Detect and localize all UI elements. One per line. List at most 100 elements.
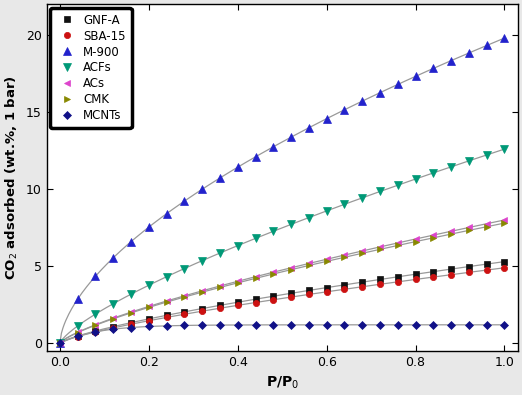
Line: ACs: ACs <box>56 216 508 347</box>
MCNTs <box>466 322 472 327</box>
SBA-15 <box>395 279 401 284</box>
CMK <box>181 295 187 299</box>
GNF-A <box>288 291 294 295</box>
SBA-15 <box>324 290 330 294</box>
ACs <box>288 265 294 270</box>
ACs <box>306 261 312 266</box>
ACFs <box>234 243 241 248</box>
CMK <box>75 330 81 335</box>
M-900 <box>306 125 312 130</box>
CMK <box>128 310 134 315</box>
ACs <box>217 284 223 288</box>
M-900 <box>199 187 205 192</box>
Y-axis label: CO$_2$ adsorbed (wt.%, 1 bar): CO$_2$ adsorbed (wt.%, 1 bar) <box>4 75 20 280</box>
CMK <box>430 235 436 240</box>
ACFs <box>466 158 472 163</box>
CMK <box>483 224 490 229</box>
M-900 <box>341 107 348 112</box>
CMK <box>306 263 312 268</box>
GNF-A <box>75 334 81 339</box>
GNF-A <box>341 282 348 287</box>
M-900 <box>163 211 170 216</box>
M-900 <box>430 66 436 71</box>
ACFs <box>92 312 99 316</box>
SBA-15 <box>199 309 205 314</box>
ACFs <box>501 147 507 151</box>
MCNTs <box>412 322 419 327</box>
ACFs <box>217 251 223 256</box>
ACFs <box>163 275 170 279</box>
SBA-15 <box>288 295 294 299</box>
ACs <box>341 253 348 258</box>
MCNTs <box>483 322 490 327</box>
ACs <box>324 257 330 261</box>
Line: CMK: CMK <box>56 220 508 347</box>
ACs <box>181 293 187 298</box>
ACs <box>110 316 116 320</box>
CMK <box>377 247 383 252</box>
SBA-15 <box>377 282 383 287</box>
ACs <box>483 221 490 226</box>
CMK <box>163 300 170 305</box>
ACFs <box>483 152 490 157</box>
MCNTs <box>181 323 187 328</box>
ACs <box>146 304 152 309</box>
M-900 <box>75 297 81 301</box>
CMK <box>57 341 63 346</box>
MCNTs <box>146 324 152 329</box>
Line: MCNTs: MCNTs <box>57 322 507 346</box>
CMK <box>288 267 294 272</box>
SBA-15 <box>110 325 116 330</box>
ACFs <box>128 292 134 297</box>
SBA-15 <box>234 303 241 308</box>
Line: GNF-A: GNF-A <box>57 259 507 346</box>
MCNTs <box>448 322 454 327</box>
ACFs <box>412 177 419 181</box>
ACs <box>377 245 383 249</box>
SBA-15 <box>163 315 170 320</box>
ACFs <box>110 301 116 306</box>
ACFs <box>270 229 277 234</box>
ACs <box>501 218 507 222</box>
GNF-A <box>217 303 223 308</box>
SBA-15 <box>412 277 419 282</box>
M-900 <box>57 341 63 346</box>
GNF-A <box>253 297 259 301</box>
CMK <box>199 290 205 295</box>
Legend: GNF-A, SBA-15, M-900, ACFs, ACs, CMK, MCNTs: GNF-A, SBA-15, M-900, ACFs, ACs, CMK, MC… <box>50 8 132 128</box>
ACs <box>395 241 401 245</box>
MCNTs <box>75 334 81 339</box>
CMK <box>395 243 401 248</box>
SBA-15 <box>75 334 81 339</box>
ACFs <box>57 341 63 346</box>
M-900 <box>253 154 259 159</box>
CMK <box>92 323 99 327</box>
M-900 <box>146 225 152 229</box>
GNF-A <box>110 324 116 329</box>
CMK <box>234 280 241 285</box>
ACFs <box>75 324 81 328</box>
MCNTs <box>324 322 330 327</box>
ACs <box>466 225 472 230</box>
M-900 <box>412 74 419 79</box>
M-900 <box>288 135 294 139</box>
ACs <box>75 330 81 335</box>
ACFs <box>324 209 330 213</box>
ACs <box>234 279 241 284</box>
ACs <box>57 341 63 346</box>
ACFs <box>341 202 348 207</box>
GNF-A <box>270 294 277 299</box>
ACFs <box>288 222 294 227</box>
SBA-15 <box>57 341 63 346</box>
GNF-A <box>448 267 454 271</box>
GNF-A <box>412 272 419 276</box>
MCNTs <box>270 322 277 327</box>
ACs <box>448 229 454 233</box>
SBA-15 <box>128 322 134 327</box>
M-900 <box>92 274 99 278</box>
MCNTs <box>395 322 401 327</box>
MCNTs <box>306 322 312 327</box>
GNF-A <box>377 277 383 282</box>
MCNTs <box>359 322 365 327</box>
CMK <box>448 232 454 237</box>
